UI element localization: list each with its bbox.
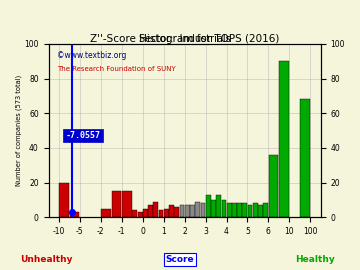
Text: The Research Foundation of SUNY: The Research Foundation of SUNY — [57, 66, 175, 72]
Text: ©www.textbiz.org: ©www.textbiz.org — [57, 51, 126, 60]
Bar — [216, 195, 221, 217]
Bar — [242, 204, 247, 217]
Bar — [279, 61, 289, 217]
Bar — [174, 207, 179, 217]
Bar — [211, 200, 216, 217]
Bar — [232, 204, 237, 217]
Bar — [221, 200, 226, 217]
Bar — [59, 183, 69, 217]
Bar — [206, 195, 211, 217]
Bar — [195, 202, 200, 217]
Bar — [138, 212, 143, 217]
Text: Healthy: Healthy — [295, 255, 335, 264]
Bar — [143, 209, 148, 217]
Bar — [185, 205, 190, 217]
Bar — [122, 191, 132, 217]
Bar — [264, 204, 268, 217]
Bar — [148, 205, 153, 217]
Bar — [253, 204, 258, 217]
Text: Score: Score — [166, 255, 194, 264]
Bar — [258, 205, 263, 217]
Y-axis label: Number of companies (573 total): Number of companies (573 total) — [15, 75, 22, 186]
Bar — [300, 99, 310, 217]
Bar — [248, 205, 252, 217]
Bar — [269, 155, 279, 217]
Text: -7.0557: -7.0557 — [66, 131, 100, 140]
Bar — [190, 205, 195, 217]
Text: Sector:  Industrials: Sector: Industrials — [139, 34, 230, 44]
Bar — [159, 210, 163, 217]
Bar — [227, 204, 231, 217]
Bar — [180, 205, 184, 217]
Bar — [112, 191, 121, 217]
Bar — [132, 210, 137, 217]
Bar — [153, 202, 158, 217]
Bar — [237, 204, 242, 217]
Text: Unhealthy: Unhealthy — [21, 255, 73, 264]
Bar — [70, 212, 80, 217]
Bar — [169, 205, 174, 217]
Bar — [101, 209, 111, 217]
Title: Z''-Score Histogram for TOPS (2016): Z''-Score Histogram for TOPS (2016) — [90, 34, 279, 44]
Bar — [201, 204, 205, 217]
Bar — [164, 209, 169, 217]
